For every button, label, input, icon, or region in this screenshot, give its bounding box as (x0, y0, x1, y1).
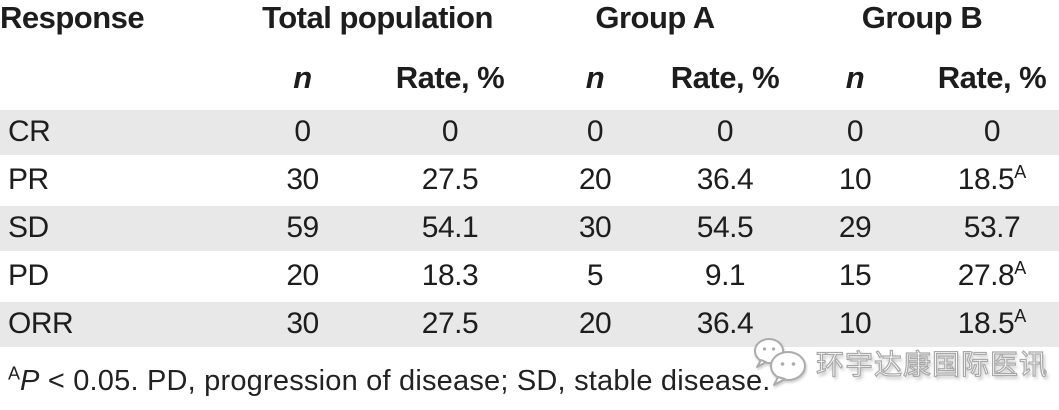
footnote-superscript: A (8, 362, 21, 383)
cell-group-a-n: 30 (525, 202, 665, 254)
header-sub-row: n Rate, % n Rate, % n Rate, % (0, 50, 1059, 108)
cell-total-rate: 0 (375, 106, 525, 158)
cell-group-b-rate: 27.8A (957, 258, 1027, 292)
cell-group-b-rate: 0 (925, 106, 1059, 158)
subheader-group-a-rate: Rate, % (670, 60, 780, 96)
cell-group-a-n: 20 (525, 298, 665, 350)
cell-group-a-n: 0 (525, 106, 665, 158)
cell-group-b-n: 0 (785, 106, 925, 158)
footnote: AP < 0.05. PD, progression of disease; S… (8, 362, 1059, 398)
header-group-row: Response Total population Group A Group … (0, 0, 1059, 50)
row-label: ORR (0, 298, 230, 350)
cell-group-a-rate: 9.1 (704, 259, 746, 292)
table-row-pr: PR 30 27.5 20 36.4 10 18.5A (0, 156, 1059, 204)
cell-group-b-n: 29 (785, 202, 925, 254)
cell-group-b-n: 10 (838, 163, 872, 196)
cell-group-b-rate: 18.5A (925, 298, 1059, 350)
cell-total-rate: 27.5 (421, 163, 479, 196)
subheader-total-n: n (293, 60, 312, 96)
row-label: PD (8, 259, 49, 292)
row-label: PR (8, 163, 49, 196)
cell-total-rate: 27.5 (375, 298, 525, 350)
cell-total-n: 20 (286, 259, 319, 292)
table-row-orr: ORR 30 27.5 20 36.4 10 18.5A (0, 298, 1059, 350)
column-header-group-b: Group B (861, 0, 983, 35)
subheader-total-rate: Rate, % (395, 60, 505, 96)
cell-group-a-rate: 36.4 (696, 163, 754, 196)
footnote-p-value: P (20, 364, 40, 397)
table-row-sd: SD 59 54.1 30 54.5 29 53.7 (0, 202, 1059, 254)
subheader-group-b-rate: Rate, % (937, 60, 1047, 96)
cell-group-a-rate: 54.5 (665, 202, 785, 254)
cell-group-a-n: 5 (586, 259, 604, 292)
cell-group-b-rate: 53.7 (925, 202, 1059, 254)
cell-group-b-rate: 18.5A (957, 162, 1027, 196)
cell-total-n: 59 (230, 202, 375, 254)
table-row-pd: PD 20 18.3 5 9.1 15 27.8A (0, 252, 1059, 300)
footnote-text: < 0.05. PD, progression of disease; SD, … (39, 364, 771, 397)
cell-total-n: 30 (230, 298, 375, 350)
column-header-group-a: Group A (595, 0, 715, 35)
cell-group-b-n: 10 (785, 298, 925, 350)
cell-total-n: 0 (230, 106, 375, 158)
subheader-group-a-n: n (585, 60, 605, 96)
column-header-response: Response (0, 0, 145, 35)
row-label: CR (0, 106, 230, 158)
cell-group-a-n: 20 (578, 163, 612, 196)
significance-superscript: A (1014, 258, 1027, 278)
cell-total-n: 30 (286, 163, 319, 196)
cell-group-b-n: 15 (838, 259, 872, 292)
cell-total-rate: 18.3 (421, 259, 479, 292)
subheader-group-b-n: n (845, 60, 865, 96)
significance-superscript: A (1014, 162, 1027, 182)
cell-group-a-rate: 0 (665, 106, 785, 158)
response-results-table: Response Total population Group A Group … (0, 0, 1059, 350)
cell-total-rate: 54.1 (375, 202, 525, 254)
cell-group-a-rate: 36.4 (665, 298, 785, 350)
table-row-cr: CR 0 0 0 0 0 0 (0, 106, 1059, 158)
column-header-total-population: Total population (262, 0, 493, 35)
row-label: SD (0, 202, 230, 254)
significance-superscript: A (1014, 306, 1027, 326)
